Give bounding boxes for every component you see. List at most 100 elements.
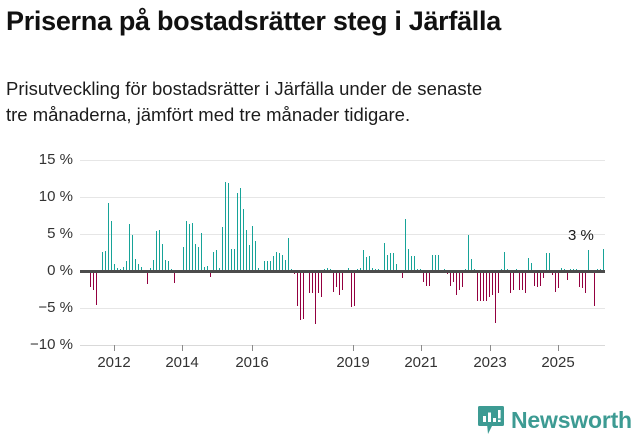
bar <box>491 271 494 295</box>
bar <box>461 271 464 287</box>
page-subtitle: Prisutveckling för bostadsrätter i Järfä… <box>6 76 631 129</box>
bar <box>536 271 539 288</box>
bar <box>557 271 560 289</box>
bar <box>317 271 320 294</box>
bar <box>371 268 374 271</box>
bar <box>296 271 299 306</box>
bar <box>404 219 407 271</box>
bar <box>215 250 218 271</box>
x-axis-tick <box>558 345 559 351</box>
bar <box>596 268 599 271</box>
x-axis-tick-label: 2025 <box>541 354 575 371</box>
bar <box>374 268 377 271</box>
x-axis-tick-label: 2012 <box>97 354 131 371</box>
bar <box>533 271 536 286</box>
x-axis-line <box>80 345 605 346</box>
bar <box>488 271 491 297</box>
bar-series <box>80 160 605 345</box>
bar <box>242 208 245 271</box>
bar <box>167 260 170 271</box>
bar <box>512 271 515 290</box>
bar <box>149 268 152 271</box>
bar <box>116 268 119 271</box>
bar <box>122 267 125 271</box>
bar <box>416 268 419 271</box>
bar <box>476 271 479 301</box>
bar <box>320 271 323 297</box>
bar <box>155 231 158 271</box>
bar <box>362 249 365 271</box>
bar <box>383 242 386 271</box>
bar <box>107 202 110 271</box>
bar <box>299 271 302 320</box>
x-axis-tick <box>114 345 115 351</box>
bar <box>497 271 500 294</box>
bar <box>401 271 404 279</box>
bar <box>473 268 476 271</box>
bar <box>134 259 137 271</box>
bar <box>452 271 455 283</box>
zero-baseline <box>80 270 605 273</box>
bar <box>353 271 356 306</box>
bar <box>593 271 596 306</box>
bar <box>206 265 209 271</box>
bar-chart: 15 % 10 % 5 % 0 % −5 % −10 % 2012 2014 2016 2019… <box>0 151 631 392</box>
bar <box>113 264 116 271</box>
bar <box>131 234 134 271</box>
bar <box>290 268 293 271</box>
bar <box>503 251 506 271</box>
bar <box>419 268 422 271</box>
bar <box>185 220 188 271</box>
x-axis-tick <box>490 345 491 351</box>
x-axis-tick-label: 2014 <box>165 354 199 371</box>
bar <box>140 267 143 271</box>
bar <box>377 268 380 271</box>
bar <box>407 248 410 271</box>
y-axis-tick-label: 10 % <box>38 188 73 205</box>
bar <box>164 259 167 271</box>
bar <box>158 229 161 271</box>
bar <box>200 232 203 271</box>
bar <box>326 268 329 271</box>
x-axis-tick-label: 2021 <box>404 354 438 371</box>
bar <box>545 253 548 271</box>
bar <box>494 271 497 323</box>
bar <box>275 251 278 271</box>
bar <box>287 237 290 271</box>
bar <box>467 235 470 271</box>
bar <box>542 271 545 279</box>
bar <box>302 271 305 320</box>
bar-chart-speech-bubble-icon <box>478 405 504 435</box>
bar <box>281 255 284 271</box>
logo-wordmark: Newsworthy <box>511 406 631 433</box>
bar <box>359 268 362 271</box>
bar <box>95 271 98 306</box>
x-axis-tick <box>252 345 253 351</box>
x-axis-tick-label: 2019 <box>336 354 370 371</box>
bar <box>137 264 140 271</box>
bar <box>230 248 233 271</box>
bar <box>602 248 605 271</box>
bar <box>224 182 227 271</box>
bar <box>572 268 575 271</box>
bar <box>308 271 311 294</box>
bar <box>263 260 266 271</box>
bar <box>479 271 482 301</box>
bar <box>194 244 197 271</box>
y-axis-tick-label: 0 % <box>47 262 73 279</box>
gridline <box>80 197 605 198</box>
bar <box>530 262 533 271</box>
page-title: Priserna på bostadsrätter steg i Järfäll… <box>6 6 501 36</box>
bar <box>524 271 527 294</box>
y-axis-tick-label: −5 % <box>38 299 73 316</box>
bar <box>428 271 431 286</box>
bar <box>170 268 173 271</box>
bar <box>356 268 359 271</box>
bar <box>575 268 578 271</box>
gridline <box>80 234 605 235</box>
bar <box>443 268 446 271</box>
bar <box>227 182 230 271</box>
bar <box>347 268 350 271</box>
bar <box>104 251 107 271</box>
